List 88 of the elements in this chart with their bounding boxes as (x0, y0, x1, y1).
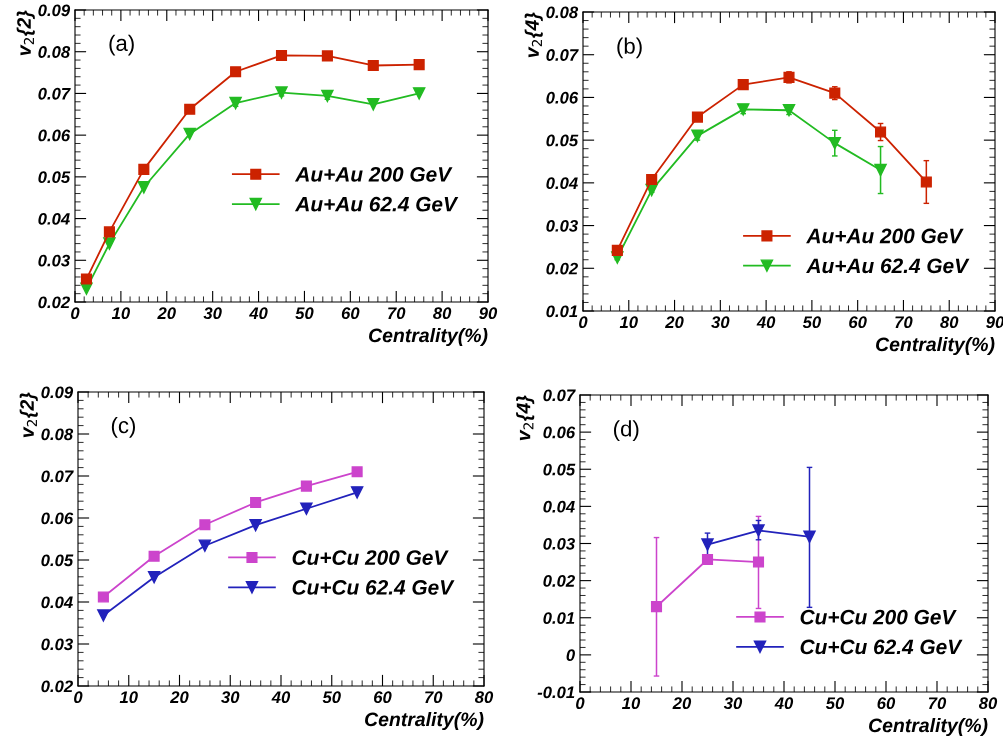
y-tick-label: 0.08 (38, 46, 71, 58)
y-tick-label: 0.03 (543, 537, 575, 550)
y-tick-label: 0.03 (41, 638, 73, 651)
legend-label: Au+Au 200 GeV (806, 228, 964, 244)
x-axis-title: Centrality(%) (365, 711, 484, 731)
x-tick-label: 20 (665, 316, 684, 329)
y-tick-label: 0.07 (41, 470, 74, 483)
y-tick-label: 0.03 (546, 219, 578, 232)
x-tick-label: 70 (425, 691, 443, 704)
y-tick-label: 0.05 (38, 171, 71, 184)
x-axis-title: Centrality(%) (876, 336, 995, 356)
annotation: (c) (111, 416, 136, 438)
y-tick-label: 0.06 (41, 512, 74, 525)
annotation: (d) (614, 420, 639, 441)
y-axis-title: v$_{2}${4} (524, 12, 543, 58)
y-tick-label: 0.06 (546, 91, 579, 104)
x-tick-label: 60 (849, 316, 867, 329)
legend-label: Cu+Cu 62.4 GeV (292, 580, 455, 595)
y-axis-title: v$_{2}${2} (16, 10, 35, 56)
y-tick-label: 0.01 (546, 305, 578, 318)
x-tick-label: 70 (895, 316, 913, 329)
x-tick-label: 80 (433, 307, 452, 320)
y-tick-label: -0.01 (537, 686, 575, 699)
x-axis-title: Centrality(%) (369, 327, 488, 347)
x-tick-label: 20 (169, 691, 189, 704)
x-tick-label: 10 (119, 691, 138, 704)
x-tick-label: 70 (388, 307, 406, 320)
x-tick-label: 80 (940, 316, 959, 329)
x-tick-label: 70 (928, 697, 947, 710)
annotation: (b) (617, 37, 642, 59)
x-tick-label: 40 (249, 307, 268, 320)
x-tick-label: 40 (271, 691, 291, 704)
legend-label: Au+Au 62.4 GeV (806, 258, 970, 274)
x-tick-label: 0 (579, 316, 588, 329)
x-tick-label: 40 (774, 697, 794, 710)
y-tick-label: 0.02 (546, 262, 578, 275)
y-tick-label: 0.05 (543, 463, 576, 476)
x-tick-label: 30 (203, 307, 222, 320)
x-tick-label: 60 (341, 307, 360, 320)
y-tick-label: 0.05 (41, 554, 74, 567)
x-tick-label: 10 (619, 316, 638, 329)
y-tick-label: 0.06 (38, 129, 71, 142)
y-tick-label: 0.08 (546, 6, 579, 19)
x-tick-label: 10 (622, 697, 641, 710)
y-tick-label: 0.07 (546, 49, 579, 61)
legend-label: Cu+Cu 62.4 GeV (800, 639, 963, 655)
y-tick-label: 0.09 (41, 386, 74, 399)
x-tick-label: 10 (111, 307, 130, 320)
annotation: (a) (109, 34, 134, 56)
x-tick-label: 0 (74, 691, 83, 704)
y-tick-label: 0 (566, 649, 575, 662)
x-tick-label: 40 (756, 316, 776, 329)
y-tick-label: 0.02 (41, 680, 73, 693)
y-tick-label: 0.09 (38, 4, 71, 17)
x-axis-title: Centrality(%) (869, 717, 988, 737)
y-tick-label: 0.04 (41, 596, 73, 609)
y-tick-label: 0.05 (546, 134, 579, 147)
x-tick-label: 80 (474, 691, 494, 704)
x-tick-label: 90 (479, 307, 498, 320)
legend-label: Cu+Cu 200 GeV (800, 609, 957, 625)
y-axis-title: v$_{2}${4} (516, 395, 535, 441)
x-tick-label: 50 (802, 316, 821, 329)
y-tick-label: 0.02 (543, 575, 575, 587)
y-tick-label: 0.04 (38, 212, 70, 225)
y-tick-label: 0.01 (543, 612, 575, 624)
x-tick-label: 20 (672, 697, 692, 710)
x-tick-label: 50 (825, 697, 845, 710)
y-tick-label: 0.04 (546, 177, 578, 190)
x-tick-label: 80 (978, 697, 998, 710)
x-tick-label: 60 (374, 691, 392, 704)
x-tick-label: 30 (221, 691, 240, 704)
y-tick-label: 0.02 (38, 296, 70, 309)
x-tick-label: 60 (877, 697, 896, 710)
x-tick-label: 30 (723, 697, 743, 710)
x-tick-label: 50 (295, 307, 314, 320)
y-tick-label: 0.07 (38, 87, 71, 100)
x-tick-label: 30 (711, 316, 730, 329)
x-tick-label: 50 (322, 691, 341, 704)
legend-label: Cu+Cu 200 GeV (292, 550, 449, 565)
y-tick-label: 0.08 (41, 428, 74, 441)
y-tick-label: 0.06 (543, 426, 576, 439)
legend-label: Au+Au 200 GeV (294, 166, 453, 182)
y-axis-title: v$_{2}${2} (19, 392, 38, 438)
x-tick-label: 20 (157, 307, 176, 320)
y-tick-label: 0.07 (543, 389, 576, 402)
y-tick-label: 0.03 (38, 254, 70, 267)
legend-label: Au+Au 62.4 GeV (294, 196, 459, 212)
y-tick-label: 0.04 (543, 500, 575, 513)
